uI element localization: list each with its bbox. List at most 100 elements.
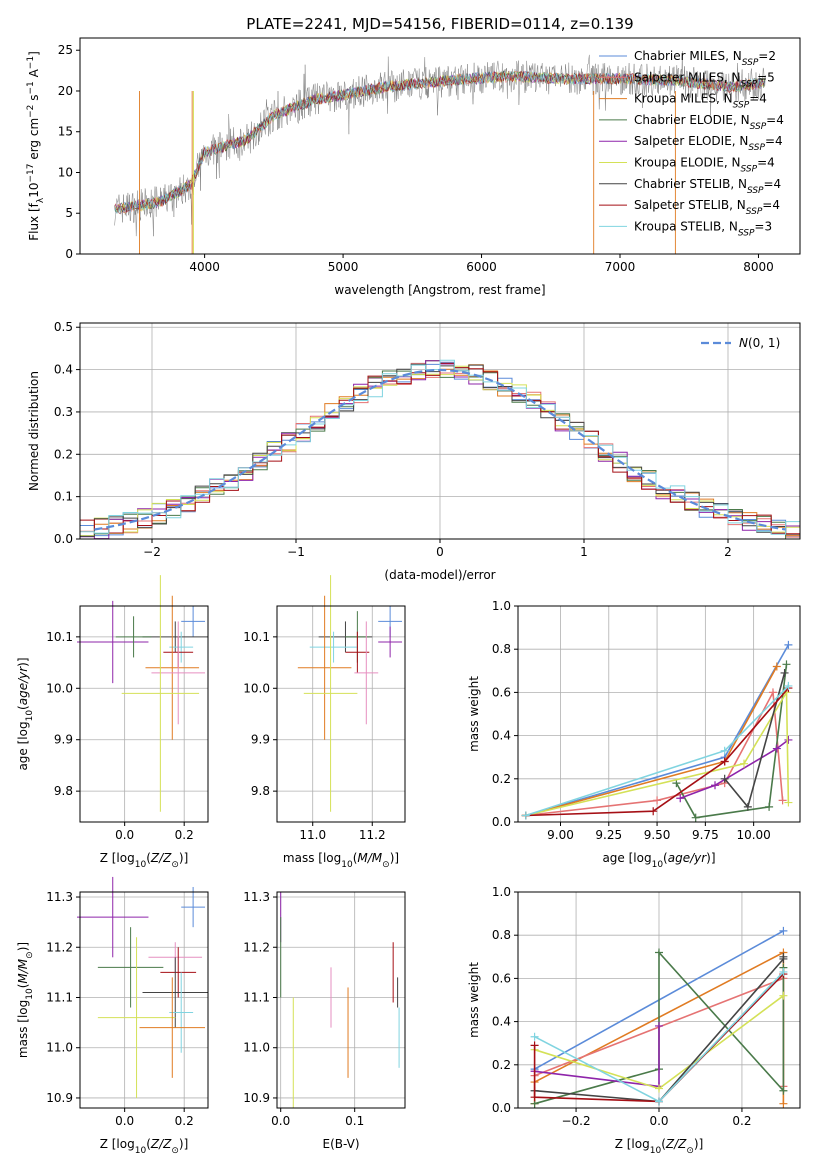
errorbar-point [181, 886, 206, 928]
axes-weight-vs-age: 9.00 9.25 9.50 9.75 10.00 0.0 0.2 0.4 0.6 0.8 1.0 a… [467, 599, 801, 870]
y-tick-label: 9.9 [54, 733, 73, 747]
x-tick-label: 5000 [328, 260, 359, 274]
weight-point-marker [676, 794, 685, 803]
chart-panels: 4000 5000 6000 7000 80000510152025wavelength… [16, 37, 801, 1156]
x-tick-label: −0.2 [561, 1114, 590, 1128]
errorbar-point [142, 957, 208, 1028]
y-tick-label: 20 [58, 84, 73, 98]
y-tick-label: 11.3 [243, 890, 270, 904]
y-tick-label: 0.2 [54, 447, 73, 461]
axes-age-vs-mass: 11.0 11.2 9.8 9.9 10.0 10.1 mass [log10(M/M⊙)] [243, 575, 406, 870]
x-axis-label: Z [log10(Z/Z⊙)] [100, 1137, 189, 1156]
y-tick-label: 0.8 [492, 642, 511, 656]
weight-series-line [525, 687, 790, 817]
axes-frame [276, 605, 406, 823]
y-tick-label: 0.0 [492, 815, 511, 829]
x-tick-label: 0.2 [175, 828, 194, 842]
legend-label: Salpeter MILES, NSSP=5 [634, 70, 775, 89]
errorbar-point [121, 575, 200, 812]
weight-series-line [675, 664, 788, 819]
x-axis-label: Z [log10(Z/Z⊙)] [615, 1137, 704, 1156]
y-tick-label: 11.0 [243, 1041, 270, 1055]
weight-point-marker [655, 948, 663, 957]
weight-point-marker [784, 681, 793, 690]
weight-point-marker [739, 759, 748, 768]
x-tick-label: 0.0 [115, 1114, 134, 1128]
weight-point-marker [530, 1093, 539, 1102]
y-tick-label: 0.0 [492, 1101, 511, 1115]
y-tick-label: 0.4 [492, 1015, 511, 1029]
weight-point-marker [780, 668, 789, 677]
figure-title: PLATE=2241, MJD=54156, FIBERID=0114, z=0… [246, 15, 633, 33]
weight-point-marker [655, 1021, 663, 1030]
legend-label: Kroupa STELIB, NSSP=3 [634, 219, 772, 238]
weight-point-marker [655, 1084, 663, 1093]
weight-point-marker [778, 796, 787, 805]
y-tick-label: 10.1 [243, 630, 270, 644]
y-tick-label: 9.8 [54, 784, 73, 798]
y-tick-label: 11.0 [46, 1041, 73, 1055]
plot-area [521, 640, 793, 822]
weight-point-marker [743, 802, 752, 811]
errorbar-point [378, 626, 403, 658]
y-tick-label: 0.4 [492, 729, 511, 743]
y-tick-label: 0.6 [492, 971, 511, 985]
plot-area [77, 876, 208, 1098]
y-tick-label: 0.3 [54, 405, 73, 419]
plot-area [297, 575, 403, 812]
errorbar-point [77, 600, 149, 684]
y-axis-label: age [log10(age/yr)] [16, 657, 35, 770]
weight-point-marker [649, 807, 658, 816]
x-tick-label: 4000 [189, 260, 220, 274]
axes-frame [517, 605, 801, 823]
x-tick-label: 0.0 [271, 1114, 290, 1128]
errorbar-point [297, 595, 352, 740]
weight-point-marker [530, 1032, 539, 1041]
plot-area [114, 51, 766, 254]
weight-point-marker [720, 774, 729, 783]
y-axis-label: Normed distribution [27, 371, 41, 491]
errorbar-point [160, 947, 197, 998]
y-tick-label: 10.1 [46, 630, 73, 644]
plot-area [280, 892, 400, 1108]
gaussian-reference-curve [94, 368, 786, 531]
weight-point-marker [779, 1099, 788, 1108]
errorbar-point [139, 977, 206, 1078]
y-axis-label: mass [log10(M/M⊙)] [16, 942, 35, 1058]
axes-weight-vs-Z: −0.2 0.0 0.2 0.0 0.2 0.4 0.6 0.8 1.0 Z [log10(Z/Z… [467, 885, 801, 1156]
y-tick-label: 5 [65, 206, 73, 220]
weight-point-marker [530, 1041, 539, 1050]
errorbar-point [354, 621, 379, 725]
x-tick-label: 9.25 [595, 828, 622, 842]
x-tick-label: 7000 [605, 260, 636, 274]
legend-label: Salpeter STELIB, NSSP=4 [634, 198, 780, 217]
errorbar-point [97, 937, 176, 1098]
y-tick-label: 25 [58, 43, 73, 57]
x-tick-label: 0.2 [732, 1114, 751, 1128]
plot-area [77, 575, 208, 812]
weight-point-marker [779, 991, 788, 1000]
x-axis-label: age [log10(age/yr)] [602, 851, 715, 870]
axes-residuals: −2 −1 0 1 2 0.0 0.1 0.2 0.3 0.4 0.5 (data-model)/er… [27, 320, 801, 582]
errorbar-point [169, 631, 194, 663]
y-axis-label: mass weight [467, 962, 481, 1038]
y-tick-label: 10.9 [243, 1091, 270, 1105]
weight-series-line [525, 689, 784, 817]
spectrum-model-line [114, 70, 766, 214]
y-tick-label: 10.0 [46, 681, 73, 695]
weight-point-marker [779, 967, 788, 976]
errorbar-point [97, 927, 164, 1008]
weight-series-line [679, 739, 789, 799]
y-tick-label: 9.9 [251, 733, 270, 747]
y-tick-label: 15 [58, 125, 73, 139]
legend-label: Chabrier STELIB, NSSP=4 [634, 177, 781, 196]
y-tick-label: 11.1 [46, 990, 73, 1004]
legend: Chabrier MILES, NSSP=2 Salpeter MILES, NS… [599, 49, 784, 238]
legend-label: Kroupa MILES, NSSP=4 [634, 92, 767, 111]
weight-point-marker [720, 757, 729, 766]
weight-series-line [525, 689, 790, 817]
y-tick-label: 0 [65, 247, 73, 261]
weight-point-marker [784, 798, 793, 807]
axes-frame [79, 605, 209, 823]
